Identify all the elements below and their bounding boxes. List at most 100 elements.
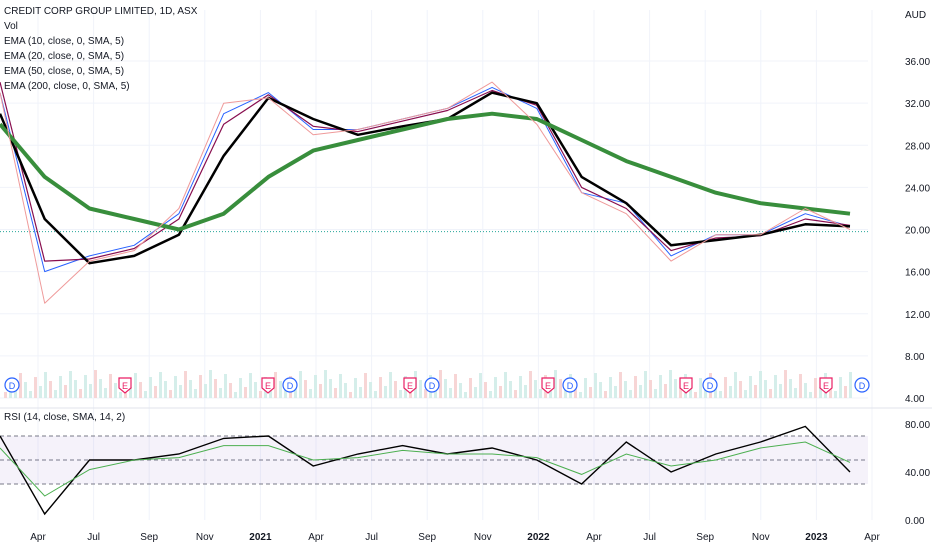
volume-bar: [514, 390, 517, 398]
dividend-marker-circle: [702, 377, 718, 393]
volume-bar: [494, 377, 497, 398]
legend-ema-10[interactable]: EMA (10, close, 0, SMA, 5): [4, 36, 125, 47]
volume-bar: [799, 374, 802, 398]
volume-bar: [369, 382, 372, 398]
x-tick-label: Nov: [196, 532, 214, 543]
volume-bar: [554, 370, 557, 398]
volume-bar: [794, 388, 797, 398]
volume-bar: [194, 389, 197, 398]
volume-bar: [74, 380, 77, 398]
legend-ema-200[interactable]: EMA (200, close, 0, SMA, 5): [4, 81, 130, 92]
volume-bar: [334, 388, 337, 398]
price-ytick-label: 36.00: [905, 57, 930, 68]
volume-bar: [559, 379, 562, 398]
event-marker-label: E: [122, 381, 128, 391]
volume-bar: [459, 383, 462, 398]
rsi-series-line: [0, 441, 851, 497]
x-tick-label: Nov: [752, 532, 770, 543]
volume-bar: [664, 384, 667, 398]
volume-bar: [139, 382, 142, 398]
series-line-ema-200: [0, 111, 851, 232]
dividend-marker[interactable]: D: [4, 377, 20, 393]
dividend-marker-circle: [4, 377, 20, 393]
volume-bar: [564, 388, 567, 398]
price-ytick-label: 24.00: [905, 183, 930, 194]
x-tick-label: Sep: [696, 532, 714, 543]
series-line-ema-20: [0, 81, 851, 262]
earnings-marker[interactable]: E: [261, 377, 275, 394]
volume-bar: [19, 373, 22, 398]
volume-bar: [474, 387, 477, 398]
volume-bar: [319, 384, 322, 398]
legend-volume[interactable]: Vol: [4, 21, 18, 32]
volume-bar: [359, 387, 362, 398]
dividend-marker[interactable]: D: [562, 377, 578, 393]
volume-bar: [329, 379, 332, 398]
earnings-marker[interactable]: E: [541, 377, 555, 394]
volume-bar: [844, 386, 847, 398]
dividend-marker[interactable]: D: [424, 377, 440, 393]
event-marker-label: D: [429, 381, 436, 391]
symbol-title: CREDIT CORP GROUP LIMITED, 1D, ASX: [4, 6, 198, 17]
volume-bar: [364, 373, 367, 398]
legend-ema-20[interactable]: EMA (20, close, 0, SMA, 5): [4, 51, 125, 62]
volume-bar: [224, 374, 227, 398]
x-tick-label: Jul: [643, 532, 656, 543]
price-ytick-label: 28.00: [905, 141, 930, 152]
volume-bar: [754, 385, 757, 398]
earnings-marker[interactable]: E: [118, 377, 132, 394]
volume-bar: [809, 392, 812, 398]
volume-bar: [104, 388, 107, 398]
volume-bar: [804, 383, 807, 398]
volume-bar: [349, 392, 352, 398]
volume-bar: [669, 370, 672, 398]
volume-bar: [269, 386, 272, 398]
volume-bar: [579, 392, 582, 398]
event-marker-label: E: [683, 381, 689, 391]
volume-bar: [629, 390, 632, 398]
volume-bar: [279, 381, 282, 398]
volume-bar: [504, 372, 507, 398]
dividend-marker[interactable]: D: [702, 377, 718, 393]
volume-bar: [379, 377, 382, 398]
volume-bar: [114, 383, 117, 398]
volume-bar: [739, 381, 742, 398]
earnings-marker-shield: [118, 377, 132, 394]
x-tick-label: Sep: [418, 532, 436, 543]
volume-bar: [399, 390, 402, 398]
volume-bar: [79, 389, 82, 398]
volume-bar: [789, 379, 792, 398]
volume-bar: [59, 376, 62, 398]
volume-bar: [4, 392, 7, 398]
volume-bar: [159, 372, 162, 398]
earnings-marker[interactable]: E: [819, 377, 833, 394]
volume-bar: [509, 381, 512, 398]
dividend-marker[interactable]: D: [854, 377, 870, 393]
volume-bar: [99, 379, 102, 398]
volume-bar: [624, 381, 627, 398]
price-ytick-label: 32.00: [905, 99, 930, 110]
volume-bar: [424, 389, 427, 398]
rsi-band: [0, 436, 868, 484]
volume-bar: [444, 379, 447, 398]
volume-bar: [654, 389, 657, 398]
legend-ema-50[interactable]: EMA (50, close, 0, SMA, 5): [4, 66, 125, 77]
volume-bar: [814, 378, 817, 398]
earnings-marker[interactable]: E: [403, 377, 417, 394]
volume-bar: [839, 377, 842, 398]
volume-bar: [724, 377, 727, 398]
volume-bar: [119, 392, 122, 398]
volume-bar: [759, 371, 762, 398]
earnings-marker[interactable]: E: [679, 377, 693, 394]
volume-bar: [54, 390, 57, 398]
volume-bar: [689, 383, 692, 398]
volume-bar: [454, 374, 457, 398]
dividend-marker[interactable]: D: [282, 377, 298, 393]
rsi-series-line: [0, 425, 851, 516]
volume-bar: [94, 370, 97, 398]
rsi-legend[interactable]: RSI (14, close, SMA, 14, 2): [4, 412, 126, 423]
volume-bar: [519, 376, 522, 398]
volume-bar: [469, 378, 472, 398]
volume-bar: [144, 391, 147, 398]
